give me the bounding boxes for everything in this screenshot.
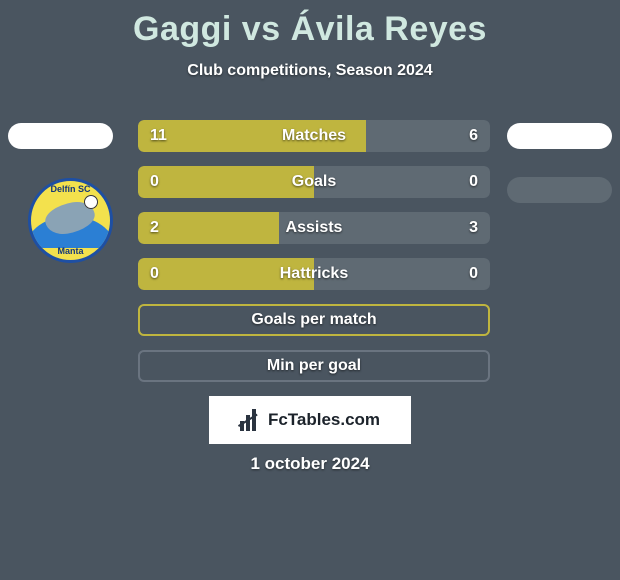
player-photo-left — [8, 123, 113, 149]
stat-outline-row: Min per goal — [138, 350, 490, 382]
stat-row: 00Goals — [138, 166, 490, 198]
club-badge-top-text: Delfín SC — [31, 184, 110, 194]
club-badge-bottom-text: Manta — [31, 246, 110, 256]
stat-label: Goals — [138, 166, 490, 198]
brand-logo-icon — [240, 409, 262, 431]
stats-bars: 116Matches 00Goals 23Assists 00Hattricks Goa… — [138, 120, 490, 396]
brand-text: FcTables.com — [268, 410, 380, 430]
brand-box: FcTables.com — [209, 396, 411, 444]
stat-row: 23Assists — [138, 212, 490, 244]
player-photo-right-1 — [507, 123, 612, 149]
stat-label: Hattricks — [138, 258, 490, 290]
stat-row: 116Matches — [138, 120, 490, 152]
page-title: Gaggi vs Ávila Reyes — [0, 10, 620, 49]
club-badge-left: Delfín SC Manta — [28, 178, 113, 263]
stat-row: 00Hattricks — [138, 258, 490, 290]
player-photo-right-2 — [507, 177, 612, 203]
stat-label: Matches — [138, 120, 490, 152]
date-label: 1 october 2024 — [0, 454, 620, 474]
page-subtitle: Club competitions, Season 2024 — [0, 62, 620, 80]
stat-label: Assists — [138, 212, 490, 244]
stat-outline-row: Goals per match — [138, 304, 490, 336]
